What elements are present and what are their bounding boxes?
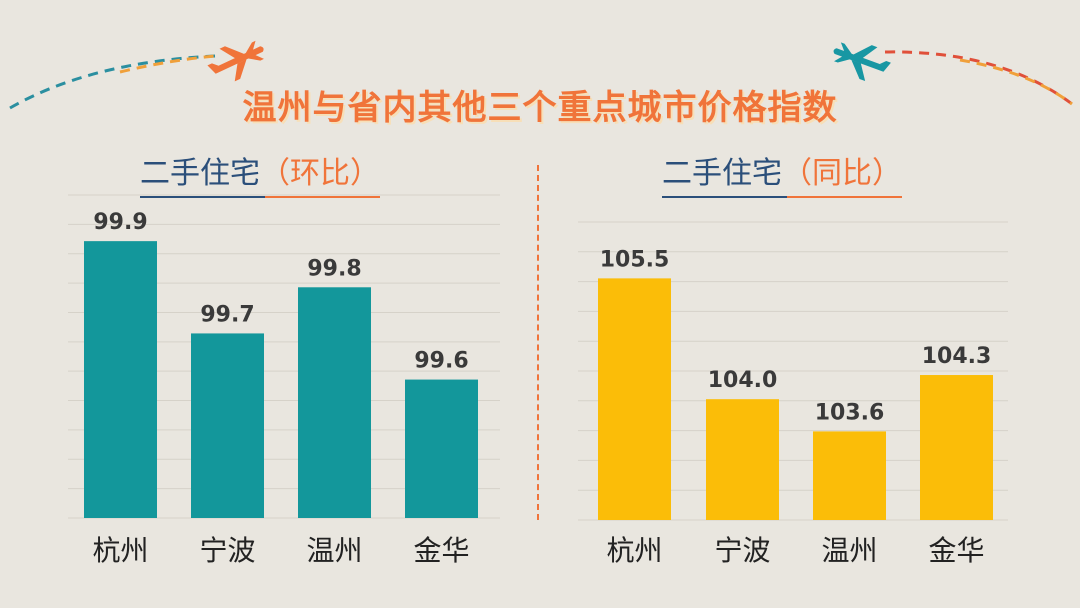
airplane-left-icon <box>207 40 264 82</box>
chart-subtitle-right: 二手住宅（同比） <box>662 148 902 198</box>
category-label: 宁波 <box>199 534 255 567</box>
bar-温州 <box>298 287 371 518</box>
category-label: 金华 <box>413 534 469 567</box>
category-label: 杭州 <box>92 534 148 567</box>
flight-path-left <box>9 54 216 110</box>
bar-温州 <box>813 431 886 520</box>
subtitle-paren: （同比） <box>782 156 902 191</box>
data-label: 103.6 <box>815 400 885 425</box>
subtitle-paren: （环比） <box>260 156 380 191</box>
category-label: 金华 <box>928 534 984 567</box>
flight-path-right <box>884 50 1073 106</box>
data-label: 105.5 <box>600 247 670 272</box>
flight-path-right-warm <box>959 58 1073 106</box>
bar-金华 <box>405 379 478 518</box>
subtitle-underline <box>662 196 902 198</box>
data-label: 104.3 <box>922 344 992 369</box>
data-label: 99.9 <box>93 210 147 235</box>
category-label: 温州 <box>306 534 362 567</box>
data-label: 99.8 <box>307 256 361 281</box>
chart-divider <box>537 165 539 520</box>
category-label: 杭州 <box>606 534 662 567</box>
category-label: 温州 <box>821 534 877 567</box>
page-title: 温州与省内其他三个重点城市价格指数 <box>242 88 838 128</box>
bar-宁波 <box>706 399 779 520</box>
flight-path-left-warm <box>119 54 216 74</box>
bar-金华 <box>920 375 993 520</box>
data-label: 99.7 <box>200 302 254 327</box>
category-label: 宁波 <box>714 534 770 567</box>
airplane-right-icon <box>833 42 891 82</box>
bar-宁波 <box>191 333 264 518</box>
data-label: 99.6 <box>414 349 468 374</box>
bar-杭州 <box>84 241 157 518</box>
bar-杭州 <box>598 278 671 520</box>
subtitle-main: 二手住宅 <box>662 156 782 191</box>
data-label: 104.0 <box>708 368 778 393</box>
chart-subtitle-left: 二手住宅（环比） <box>140 148 380 198</box>
subtitle-main: 二手住宅 <box>140 156 260 191</box>
subtitle-underline <box>140 196 380 198</box>
